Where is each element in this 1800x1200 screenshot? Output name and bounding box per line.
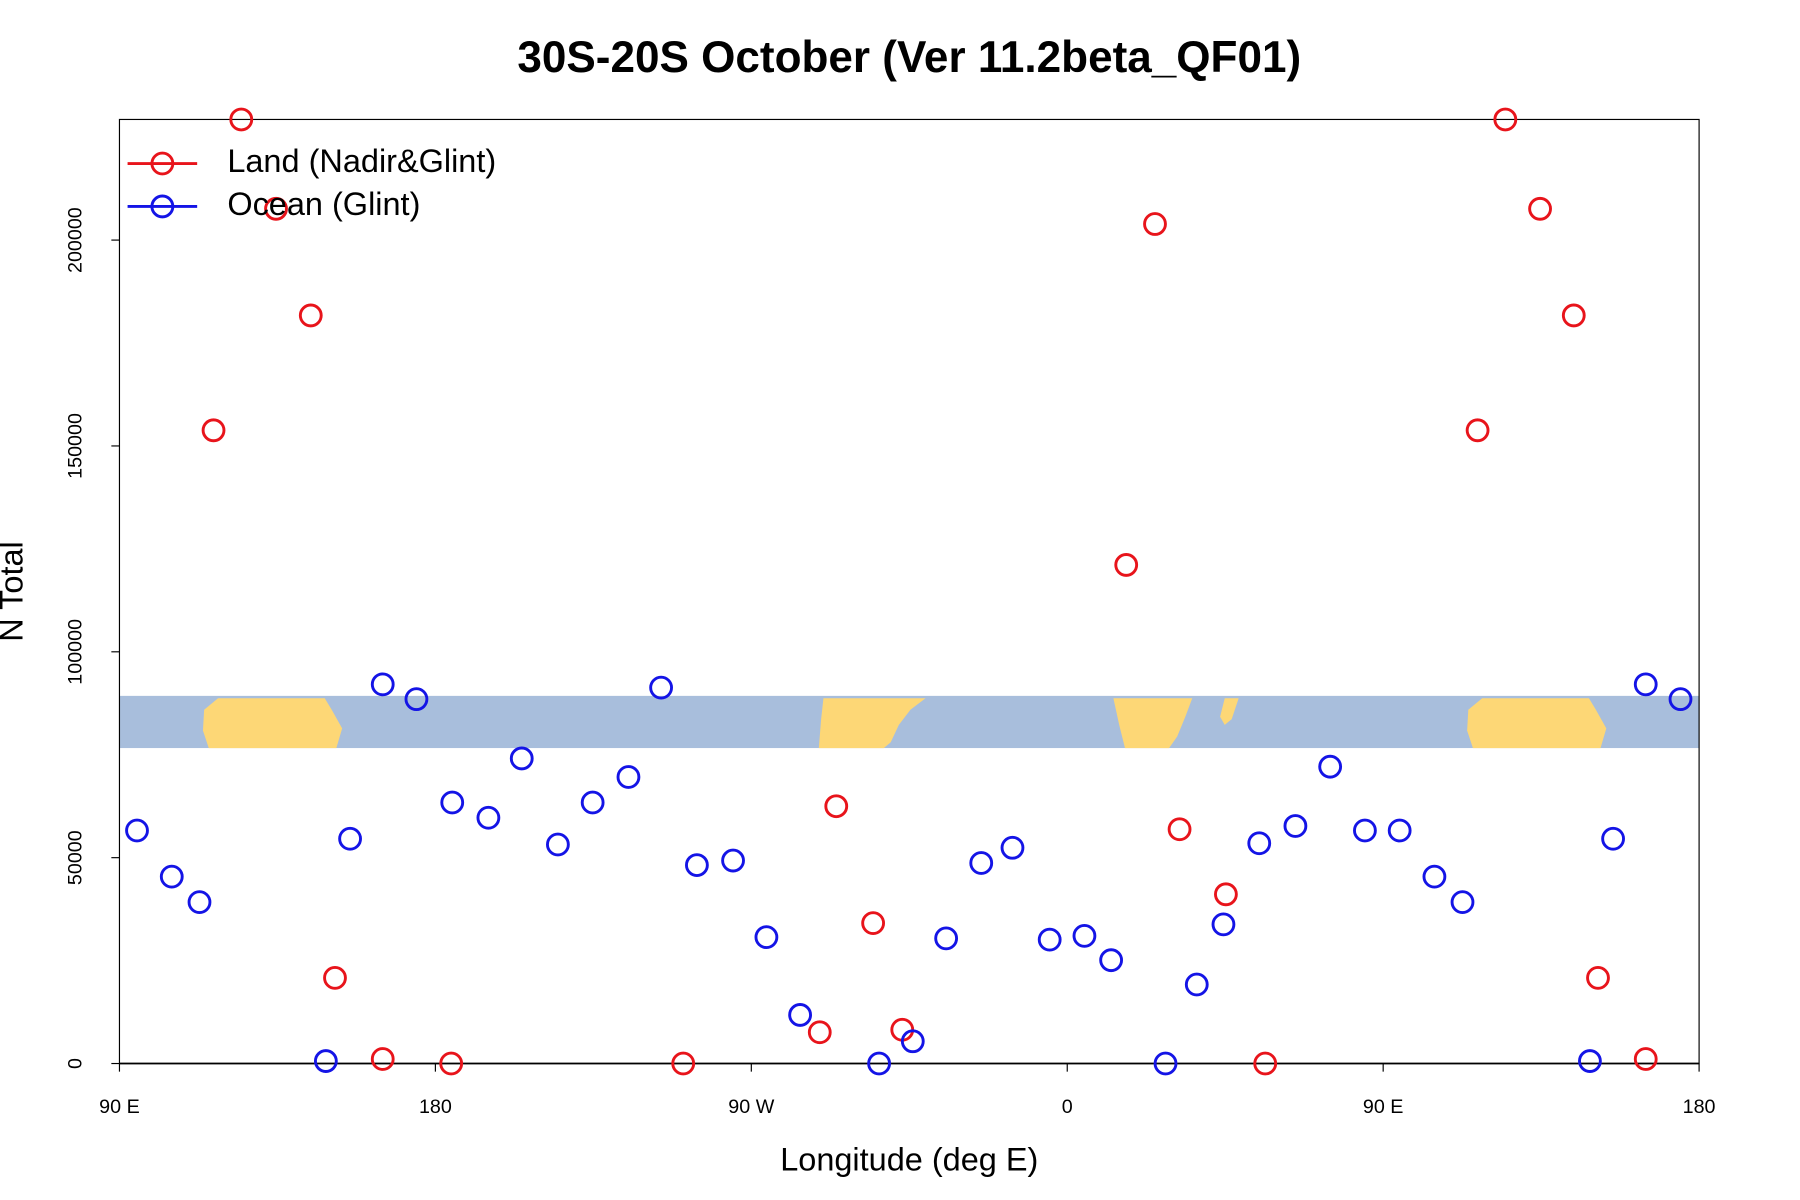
point [187, 890, 212, 915]
point [439, 1051, 464, 1076]
point [900, 1029, 925, 1054]
point [159, 864, 184, 889]
point [616, 765, 641, 789]
point [313, 1049, 338, 1073]
point [1561, 303, 1586, 328]
point [1601, 826, 1625, 851]
point [1633, 1047, 1658, 1071]
point [1143, 212, 1167, 236]
point [1247, 831, 1272, 856]
point [1668, 687, 1693, 712]
point [685, 853, 709, 877]
point [1000, 835, 1025, 860]
point [1353, 818, 1377, 843]
point [1184, 972, 1209, 997]
point [370, 672, 395, 697]
point [201, 418, 226, 443]
point [370, 1047, 395, 1071]
point [1578, 1049, 1602, 1073]
map-strip [119, 695, 1700, 749]
point [476, 805, 501, 830]
point [323, 966, 347, 990]
point [934, 926, 959, 951]
y-tick-label: 100000 [65, 619, 87, 685]
point [671, 1051, 696, 1076]
land-south-america [818, 698, 926, 749]
point [1633, 672, 1658, 697]
y-tick-label: 200000 [65, 207, 87, 273]
point [404, 687, 429, 712]
point [1586, 966, 1610, 990]
point [1099, 948, 1124, 973]
legend-label: Land (Nadir&Glint) [227, 143, 496, 179]
point [1211, 912, 1236, 937]
point [1253, 1051, 1278, 1076]
point [649, 675, 673, 700]
point [754, 925, 779, 950]
point [546, 832, 570, 857]
land-madagascar [1220, 698, 1239, 725]
point [1318, 754, 1343, 779]
point [338, 826, 362, 851]
point [861, 911, 886, 936]
land-africa [1113, 698, 1193, 749]
x-tick-label: 90 E [1363, 1096, 1404, 1118]
land-australia [1467, 698, 1607, 749]
x-tick-label: 90 W [728, 1096, 774, 1118]
legend-marker [150, 151, 175, 176]
y-tick-label: 0 [65, 1058, 87, 1069]
legend-label: Ocean (Glint) [227, 186, 420, 222]
point [1072, 924, 1097, 948]
land-australia [202, 698, 343, 749]
legend-marker [150, 194, 175, 219]
x-tick-label: 180 [1683, 1096, 1716, 1118]
y-tick-label: 50000 [65, 830, 87, 885]
point [1114, 553, 1139, 577]
x-tick-label: 0 [1062, 1096, 1073, 1118]
point [1037, 927, 1062, 952]
series-points [125, 672, 1693, 1076]
y-axis-label: N Total [0, 541, 29, 641]
point [1493, 107, 1518, 132]
point [824, 794, 849, 819]
point [807, 1020, 832, 1045]
point [788, 1003, 812, 1027]
y-tick-label: 150000 [65, 413, 87, 479]
point [580, 790, 605, 815]
point [440, 790, 465, 815]
point [1214, 882, 1238, 907]
point [298, 303, 323, 328]
point [1153, 1051, 1178, 1076]
point [1465, 418, 1490, 443]
point [125, 818, 149, 843]
point [1528, 196, 1552, 221]
x-tick-label: 90 E [99, 1096, 140, 1118]
point [1283, 814, 1308, 838]
point [969, 851, 994, 875]
x-axis-label: Longitude (deg E) [780, 1142, 1038, 1178]
point [509, 746, 534, 771]
point [1450, 890, 1475, 915]
point [264, 196, 288, 221]
point [721, 848, 745, 873]
point [1387, 818, 1412, 843]
x-tick-label: 180 [419, 1096, 452, 1118]
point [1167, 817, 1192, 842]
point [1422, 864, 1447, 889]
chart-title: 30S-20S October (Ver 11.2beta_QF01) [517, 33, 1301, 82]
point [229, 107, 254, 132]
point [867, 1051, 891, 1076]
